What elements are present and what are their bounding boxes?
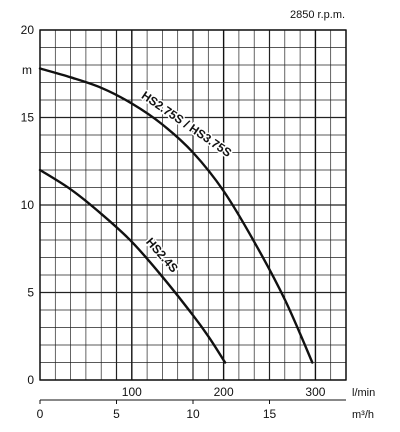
x-m3h-tick-label: 5 — [113, 407, 120, 421]
x-m3h-unit-label: m³/h — [352, 409, 374, 421]
series-label: HS2.75S / HS3.75S — [139, 88, 234, 160]
x-m3h-tick-label: 0 — [37, 407, 44, 421]
y-tick-label: 5 — [27, 286, 34, 300]
y-tick-label: 0 — [27, 373, 34, 387]
series-label-group: HS2.75S / HS3.75S — [137, 87, 235, 162]
series-line — [38, 168, 227, 364]
y-tick-label: 10 — [21, 198, 35, 212]
x-flow-tick-label: 300 — [305, 385, 325, 399]
rpm-annotation: 2850 r.p.m. — [290, 9, 345, 21]
y-unit-label: m — [22, 63, 32, 77]
x-flow-unit-label: l/min — [352, 387, 375, 399]
axis-ticks: 0 5 10 15 20 100 200 300 0 5 10 15 — [21, 23, 326, 421]
y-tick-label: 15 — [21, 111, 35, 125]
x-flow-tick-label: 100 — [122, 385, 142, 399]
y-tick-label: 20 — [21, 23, 35, 37]
x-flow-tick-label: 200 — [214, 385, 234, 399]
x-m3h-tick-label: 15 — [263, 407, 277, 421]
plot-border — [39, 29, 347, 381]
x-m3h-tick-label: 10 — [186, 407, 200, 421]
series-line — [38, 67, 314, 364]
